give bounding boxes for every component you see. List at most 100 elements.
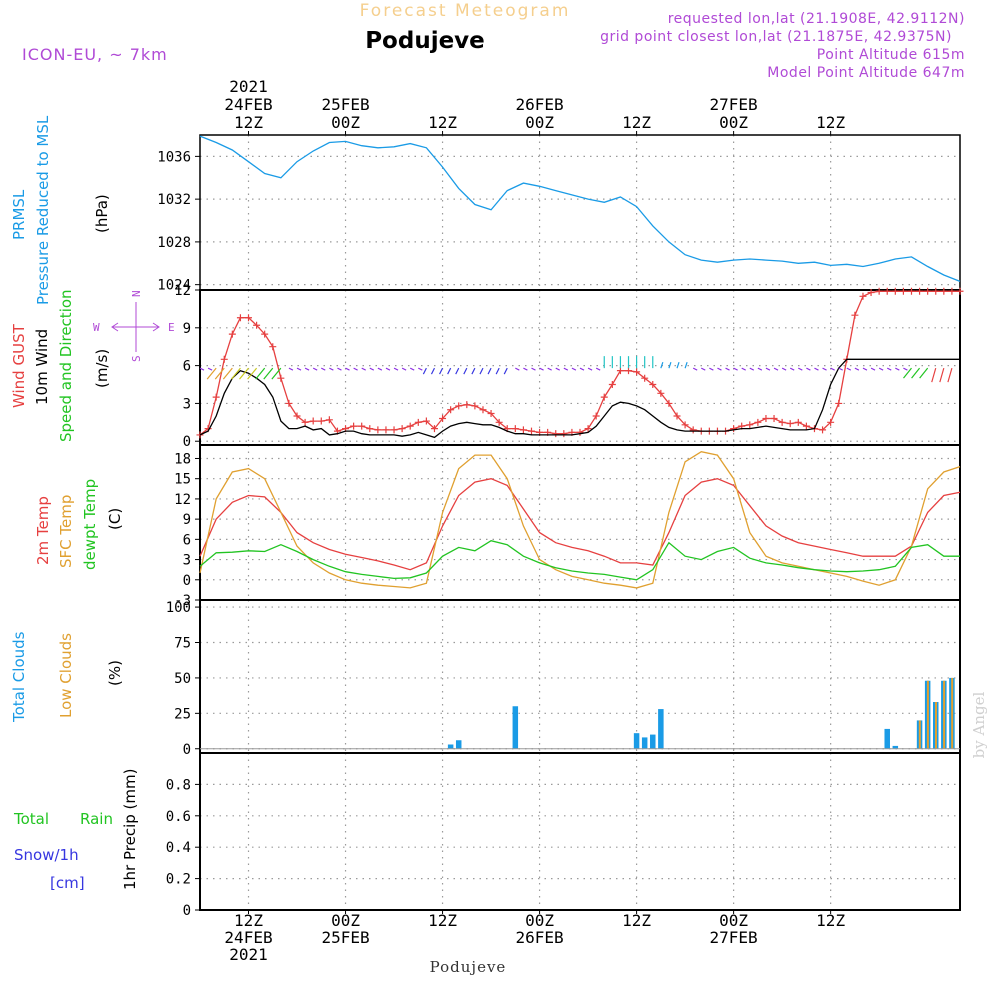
wind-ytick-label: 6 bbox=[183, 359, 191, 375]
model-label: ICON-EU, ~ 7km bbox=[22, 45, 168, 64]
wind-direction-arrow bbox=[676, 361, 680, 369]
gust-marker bbox=[762, 415, 770, 423]
wind-direction-arrow bbox=[345, 367, 350, 371]
temperature-ytick-label: 6 bbox=[183, 532, 191, 548]
gust-marker bbox=[285, 399, 293, 407]
wind-direction-arrow bbox=[814, 367, 819, 371]
precip-ytick-label: 0.6 bbox=[166, 809, 191, 825]
precip-ylabel: 1hr Precip (mm) bbox=[121, 769, 139, 890]
wind-direction-arrow bbox=[765, 367, 771, 371]
prmsl-label: PRMSL bbox=[10, 189, 28, 240]
gust-marker bbox=[802, 422, 810, 430]
wind-direction-arrow bbox=[862, 367, 868, 371]
wind-direction-arrow bbox=[563, 367, 569, 371]
gust-marker bbox=[374, 426, 382, 434]
gust-marker bbox=[350, 422, 358, 430]
gust-marker bbox=[730, 425, 738, 433]
cloud-bar-total-clouds bbox=[892, 745, 899, 749]
wind-direction-arrow bbox=[401, 367, 407, 371]
gust-marker bbox=[261, 330, 269, 338]
wind-direction-arrow bbox=[806, 367, 811, 371]
wind-labels: Wind GUST 10m Wind Speed and Direction (… bbox=[10, 289, 175, 442]
wind-direction-arrow bbox=[337, 367, 342, 371]
gust-marker bbox=[883, 287, 891, 295]
gust-marker bbox=[422, 417, 430, 425]
gust-marker bbox=[956, 287, 964, 295]
gust-marker bbox=[511, 425, 519, 433]
gust-marker bbox=[527, 427, 535, 435]
cloud-bar-total-clouds bbox=[447, 744, 454, 749]
wind-direction-arrow bbox=[903, 367, 912, 379]
wind-direction-arrow bbox=[463, 367, 468, 375]
wind-direction-arrow bbox=[247, 367, 258, 380]
wind-direction-arrow bbox=[422, 367, 427, 375]
gust-marker bbox=[681, 421, 689, 429]
precip-snow-label: Snow/1h bbox=[14, 846, 79, 864]
wind-direction-arrow bbox=[312, 367, 318, 371]
wind-direction-arrow bbox=[230, 367, 241, 380]
wind-10m-label: 10m Wind bbox=[33, 329, 51, 405]
wind-direction-arrow bbox=[571, 367, 577, 371]
wind-direction-arrow bbox=[947, 367, 953, 383]
wind-units: (m/s) bbox=[93, 349, 111, 388]
wind-direction-arrow bbox=[555, 367, 561, 371]
wind-direction-arrow bbox=[798, 367, 803, 371]
clouds-ytick-label: 25 bbox=[174, 706, 191, 722]
bottom-axis-label: 12Z bbox=[816, 911, 845, 930]
wind-direction-arrow bbox=[660, 361, 664, 369]
wind-direction-arrow bbox=[418, 367, 423, 371]
temperature-ytick-label: 12 bbox=[174, 492, 191, 508]
gust-marker bbox=[778, 418, 786, 426]
wind-direction-arrow bbox=[725, 367, 730, 371]
wind-direction-arrow bbox=[733, 367, 738, 371]
wind-direction-arrow bbox=[749, 367, 755, 371]
pressure-ytick-label: 1036 bbox=[157, 149, 191, 165]
gust-marker bbox=[770, 415, 778, 423]
wind-direction-arrow bbox=[878, 367, 884, 371]
bottom-axis-label: 12Z bbox=[622, 911, 651, 930]
gust-marker bbox=[325, 416, 333, 424]
temp-sfc-label: SFC Temp bbox=[57, 495, 75, 568]
wind-direction-arrow bbox=[668, 361, 672, 369]
precip-rain-label: Rain bbox=[80, 810, 113, 828]
wind-direction-arrow bbox=[587, 367, 593, 371]
precip-frame bbox=[199, 752, 961, 911]
gust-marker bbox=[269, 343, 277, 351]
temperature-ytick-label: 3 bbox=[183, 553, 191, 569]
gust-marker bbox=[293, 412, 301, 420]
cloud-bar-total-clouds bbox=[512, 706, 519, 749]
wind-direction-arrow bbox=[369, 367, 375, 371]
wind-ytick-label: 9 bbox=[183, 321, 191, 337]
wind-direction-arrow bbox=[692, 367, 698, 371]
wind-direction-arrow bbox=[447, 367, 452, 375]
gust-marker bbox=[633, 368, 641, 376]
gust-marker bbox=[657, 389, 665, 397]
cloud-bar-total-clouds bbox=[884, 728, 890, 749]
compass-east: E bbox=[168, 321, 175, 334]
clouds-ytick-label: 50 bbox=[174, 671, 191, 687]
gust-marker bbox=[277, 374, 285, 382]
gust-marker bbox=[948, 287, 956, 295]
gust-marker bbox=[584, 425, 592, 433]
top-axis-label: 26FEB bbox=[515, 95, 563, 114]
gust-marker bbox=[487, 409, 495, 417]
top-axis-label: 00Z bbox=[719, 113, 748, 132]
wind-gust-label: Wind GUST bbox=[10, 323, 28, 408]
precip-labels: Total Rain Snow/1h [cm] 1hr Precip (mm) bbox=[13, 769, 139, 892]
time-axis: 202124FEB12Z12Z24FEB202125FEB00Z00Z25FEB… bbox=[224, 77, 845, 964]
credit-watermark: by Angel bbox=[970, 691, 988, 758]
wind-line-10m-wind bbox=[199, 358, 960, 439]
bottom-axis-label: 27FEB bbox=[710, 928, 758, 947]
temperature-ytick-label: 9 bbox=[183, 512, 191, 528]
wind-direction-arrow bbox=[741, 367, 746, 371]
gust-marker bbox=[455, 402, 463, 410]
gust-marker bbox=[835, 399, 843, 407]
compass-north: N bbox=[130, 290, 143, 297]
wind-direction-arrow bbox=[271, 367, 282, 380]
cloud-bar-low-clouds bbox=[934, 702, 937, 749]
gust-marker bbox=[479, 406, 487, 414]
gust-marker bbox=[245, 314, 253, 322]
wind-direction-arrow bbox=[487, 367, 492, 375]
wind-direction-arrow bbox=[579, 367, 585, 371]
gust-marker bbox=[827, 418, 835, 426]
